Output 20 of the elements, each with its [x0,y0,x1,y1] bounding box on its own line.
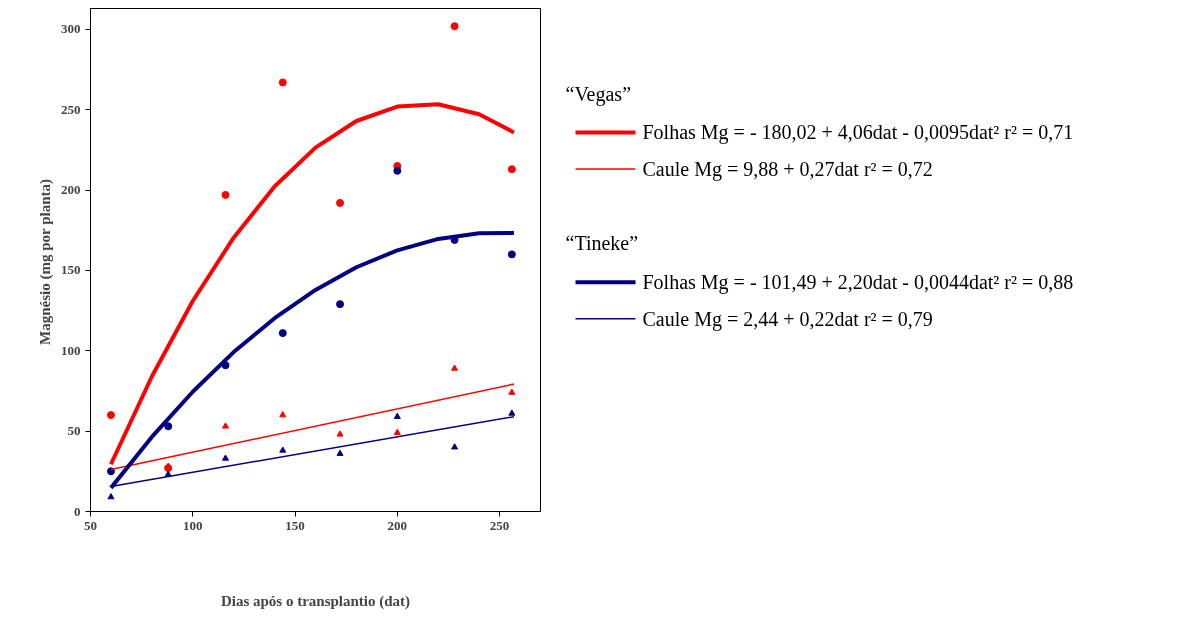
x-tick-label: 200 [387,517,408,533]
x-axis-title: Dias após o transplantio (dat) [220,592,411,610]
y-tick-label: 200 [61,182,81,198]
x-tick-label: 250 [489,517,510,533]
x-tick-label: 100 [183,517,203,533]
legend-label: Caule Mg = 2,44 + 0,22dat r² = 0,79 [642,307,933,331]
legend-label: Folhas Mg = - 101,49 + 2,20dat - 0,0044dat² r² = 0,88 [642,271,1074,295]
x-tick-label: 150 [285,517,305,533]
y-tick-label: 100 [61,342,81,358]
y-tick-label: 300 [61,21,81,37]
y-axis-title: Magnésio (mg por planta) [37,179,54,345]
y-tick-label: 150 [61,262,81,278]
legend-label: Caule Mg = 9,88 + 0,27dat r² = 0,72 [642,157,933,181]
y-tick-label: 250 [61,101,81,117]
legend-label: Folhas Mg = - 180,02 + 4,06dat - 0,0095dat² r² = 0,71 [642,121,1074,145]
text: “Tineke” [565,232,639,255]
y-tick-label: 0 [74,503,81,519]
x-tick-label: 50 [84,517,97,533]
text: “Vegas” [565,82,632,106]
y-tick-label: 50 [67,423,81,439]
